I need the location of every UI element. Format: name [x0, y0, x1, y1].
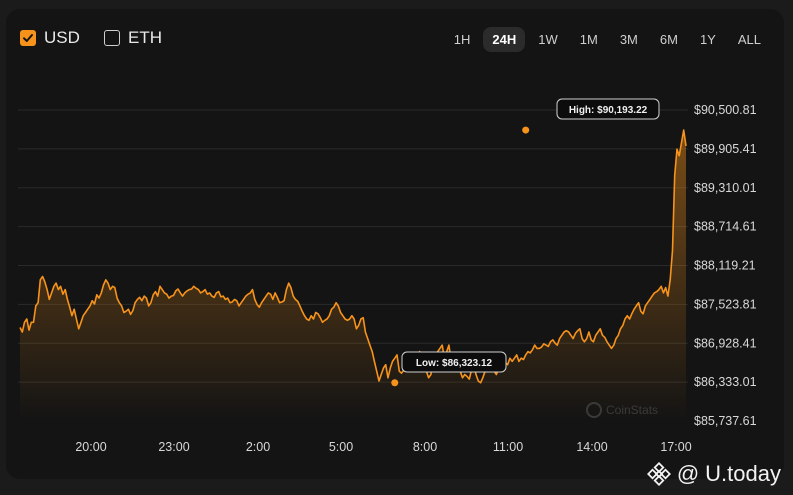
y-tick-label: $85,737.61	[694, 414, 757, 428]
y-tick-label: $88,119.21	[694, 259, 756, 273]
price-chart: $90,500.81 $89,905.41 $89,310.01 $88,714.61…	[18, 98, 757, 454]
high-low-markers: High: $90,193.22 Low: $86,323.12	[391, 98, 660, 387]
currency-toggle-usd[interactable]: USD	[20, 28, 80, 48]
y-tick-label: $86,333.01	[694, 375, 757, 389]
binance-logo-icon	[646, 462, 671, 486]
y-tick-label: $89,310.01	[694, 181, 757, 195]
range-6m[interactable]: 6M	[659, 32, 678, 47]
watermark-text: CoinStats	[606, 403, 658, 417]
range-3m[interactable]: 3M	[619, 32, 638, 47]
chart-panel: USD ETH 1H 24H 1W 1M 3M 6M 1Y ALL $90,50…	[6, 9, 784, 479]
y-tick-label: $89,905.41	[694, 142, 757, 156]
price-area-fill	[20, 130, 686, 421]
low-point	[391, 379, 399, 387]
price-line	[19, 129, 687, 384]
low-tooltip-box	[401, 351, 507, 373]
range-1h[interactable]: 1H	[453, 32, 471, 47]
range-1m[interactable]: 1M	[579, 32, 598, 47]
x-tick-label: 11:00	[493, 440, 523, 454]
coinstats-logo-icon	[586, 402, 602, 418]
y-tick-label: $86,928.41	[694, 336, 757, 350]
y-tick-label: $88,714.61	[694, 220, 757, 234]
coinstats-watermark: CoinStats	[586, 402, 658, 418]
x-tick-label: 17:00	[660, 440, 691, 454]
x-axis-labels: 20:00 23:00 2:00 5:00 8:00 11:00 14:00 17:00	[75, 440, 691, 454]
x-tick-label: 14:00	[576, 440, 607, 454]
currency-label-usd: USD	[44, 28, 80, 47]
x-tick-label: 8:00	[413, 440, 437, 454]
x-tick-label: 5:00	[329, 440, 353, 454]
range-1w[interactable]: 1W	[538, 32, 558, 47]
low-label: Low: $86,323.12	[416, 358, 493, 369]
high-point	[522, 126, 530, 134]
currency-toggle-eth[interactable]: ETH	[104, 28, 162, 48]
y-axis-labels: $90,500.81 $89,905.41 $89,310.01 $88,714.61…	[694, 103, 757, 428]
x-tick-label: 2:00	[246, 440, 270, 454]
y-tick-label: $90,500.81	[694, 103, 757, 117]
high-label: High: $90,193.22	[569, 105, 648, 116]
high-tooltip-box	[556, 98, 660, 120]
brand-at-symbol: @	[676, 461, 700, 486]
range-all[interactable]: ALL	[737, 32, 761, 47]
brand-name: U.today	[705, 461, 781, 486]
x-tick-label: 23:00	[158, 440, 189, 454]
checkbox-unchecked-icon[interactable]	[104, 30, 120, 46]
x-tick-label: 20:00	[75, 440, 106, 454]
u-today-brand: @ U.today	[646, 461, 781, 487]
checkbox-checked-icon[interactable]	[20, 30, 36, 46]
y-tick-label: $87,523.81	[694, 297, 757, 311]
range-1y[interactable]: 1Y	[699, 32, 716, 47]
currency-label-eth: ETH	[128, 28, 162, 47]
range-24h[interactable]: 24H	[483, 27, 526, 52]
time-range-selector: 1H 24H 1W 1M 3M 6M 1Y ALL	[445, 27, 770, 52]
